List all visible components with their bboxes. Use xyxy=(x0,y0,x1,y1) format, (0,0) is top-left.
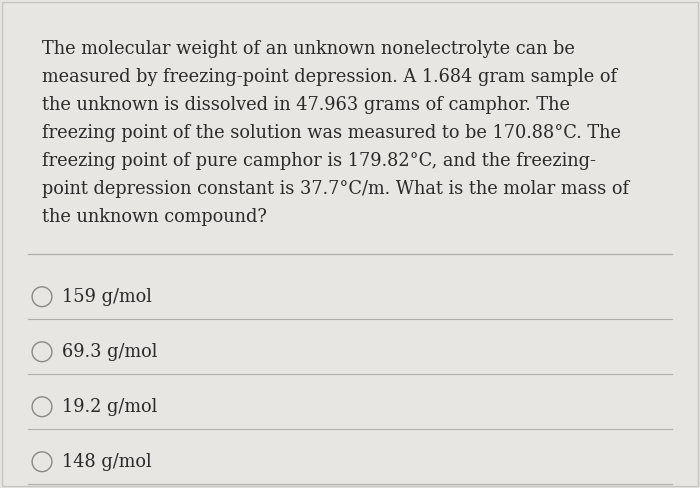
Text: 159 g/mol: 159 g/mol xyxy=(62,288,152,306)
Text: measured by freezing-point depression. A 1.684 gram sample of: measured by freezing-point depression. A… xyxy=(42,68,617,86)
Text: 69.3 g/mol: 69.3 g/mol xyxy=(62,343,158,361)
Text: The molecular weight of an unknown nonelectrolyte can be: The molecular weight of an unknown nonel… xyxy=(42,40,575,58)
Text: the unknown compound?: the unknown compound? xyxy=(42,208,267,226)
Text: 19.2 g/mol: 19.2 g/mol xyxy=(62,398,158,416)
Text: 148 g/mol: 148 g/mol xyxy=(62,453,152,471)
Text: point depression constant is 37.7°C/m. What is the molar mass of: point depression constant is 37.7°C/m. W… xyxy=(42,180,629,198)
Text: freezing point of the solution was measured to be 170.88°C. The: freezing point of the solution was measu… xyxy=(42,124,621,142)
Text: the unknown is dissolved in 47.963 grams of camphor. The: the unknown is dissolved in 47.963 grams… xyxy=(42,96,570,114)
Text: freezing point of pure camphor is 179.82°C, and the freezing-: freezing point of pure camphor is 179.82… xyxy=(42,152,596,170)
